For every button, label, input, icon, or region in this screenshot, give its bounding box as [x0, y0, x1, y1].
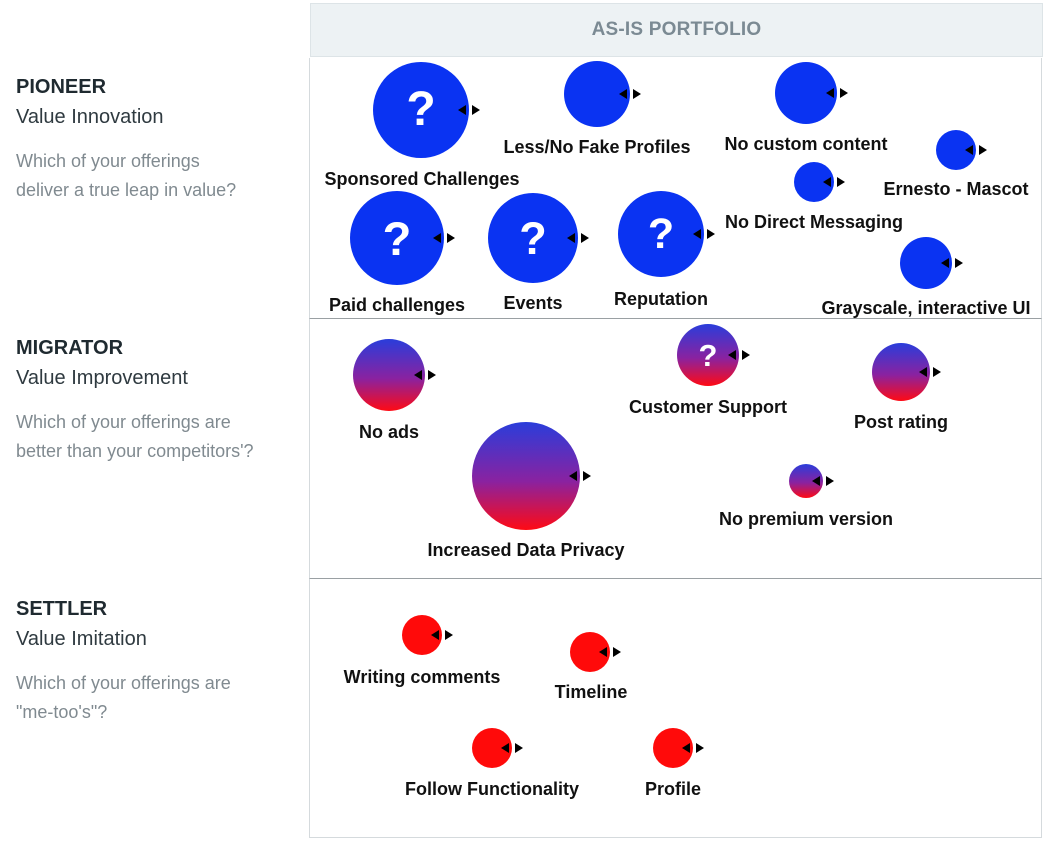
paid-challenges-bubble[interactable]: ? [350, 191, 444, 285]
resize-arrows-icon[interactable] [826, 88, 848, 98]
sponsored-challenges-label: Sponsored Challenges [324, 169, 520, 189]
grayscale-interactive-ui-label: Grayscale, interactive UI [821, 298, 1031, 318]
section-subtitle: Value Imitation [16, 628, 147, 650]
resize-arrows-icon[interactable] [965, 145, 987, 155]
ernesto-mascot-label: Ernesto - Mascot [883, 179, 1029, 199]
section-question: Which of your offerings are "me-too's"? [16, 673, 231, 722]
resize-arrows-icon[interactable] [941, 258, 963, 268]
section-title: PIONEER [16, 76, 107, 98]
resize-arrows-icon[interactable] [569, 471, 591, 481]
portfolio-title: AS-IS PORTFOLIO [591, 19, 762, 40]
section-question: Which of your offerings are better than … [16, 412, 254, 461]
migrator-section: MIGRATOR Value Improvement Which of your… [16, 336, 306, 466]
resize-arrows-icon[interactable] [458, 105, 480, 115]
events-bubble[interactable]: ? [488, 193, 578, 283]
resize-arrows-icon[interactable] [823, 177, 845, 187]
resize-arrows-icon[interactable] [619, 89, 641, 99]
resize-arrows-icon[interactable] [728, 350, 750, 360]
increased-data-privacy-label: Increased Data Privacy [427, 540, 625, 560]
customer-support-label: Customer Support [628, 397, 788, 417]
portfolio-header: AS-IS PORTFOLIO [310, 3, 1043, 57]
no-direct-messaging-label: No Direct Messaging [724, 212, 904, 232]
follow-functionality-label: Follow Functionality [405, 779, 579, 799]
writing-comments-label: Writing comments [343, 667, 501, 687]
resize-arrows-icon[interactable] [567, 233, 589, 243]
question-mark-icon: ? [698, 337, 718, 373]
sponsored-challenges-bubble[interactable]: ? [373, 62, 469, 158]
post-rating-label: Post rating [853, 412, 949, 432]
reputation-bubble[interactable]: ? [618, 191, 704, 277]
section-question: Which of your offerings deliver a true l… [16, 151, 237, 200]
no-premium-version-label: No premium version [718, 509, 894, 529]
question-mark-icon: ? [382, 211, 412, 265]
profile-label: Profile [644, 779, 702, 799]
increased-data-privacy-bubble[interactable] [472, 422, 580, 530]
question-mark-icon: ? [406, 83, 436, 136]
resize-arrows-icon[interactable] [501, 743, 523, 753]
no-custom-content-label: No custom content [724, 134, 888, 154]
resize-arrows-icon[interactable] [812, 476, 834, 486]
settler-panel [309, 579, 1042, 838]
section-title: MIGRATOR [16, 337, 124, 359]
resize-arrows-icon[interactable] [599, 647, 621, 657]
paid-challenges-label: Paid challenges [328, 295, 466, 315]
events-label: Events [503, 293, 563, 313]
less-no-fake-profiles-label: Less/No Fake Profiles [503, 137, 691, 157]
resize-arrows-icon[interactable] [693, 229, 715, 239]
section-subtitle: Value Innovation [16, 106, 164, 128]
question-mark-icon: ? [519, 212, 547, 264]
pioneer-section: PIONEER Value Innovation Which of your o… [16, 75, 306, 205]
section-title: SETTLER [16, 598, 108, 620]
resize-arrows-icon[interactable] [414, 370, 436, 380]
resize-arrows-icon[interactable] [919, 367, 941, 377]
resize-arrows-icon[interactable] [431, 630, 453, 640]
no-ads-bubble[interactable] [353, 339, 425, 411]
question-mark-icon: ? [647, 209, 675, 258]
no-ads-label: No ads [358, 422, 420, 442]
resize-arrows-icon[interactable] [433, 233, 455, 243]
reputation-label: Reputation [614, 289, 708, 309]
section-subtitle: Value Improvement [16, 367, 188, 389]
timeline-label: Timeline [554, 682, 628, 702]
resize-arrows-icon[interactable] [682, 743, 704, 753]
settler-section: SETTLER Value Imitation Which of your of… [16, 597, 306, 727]
